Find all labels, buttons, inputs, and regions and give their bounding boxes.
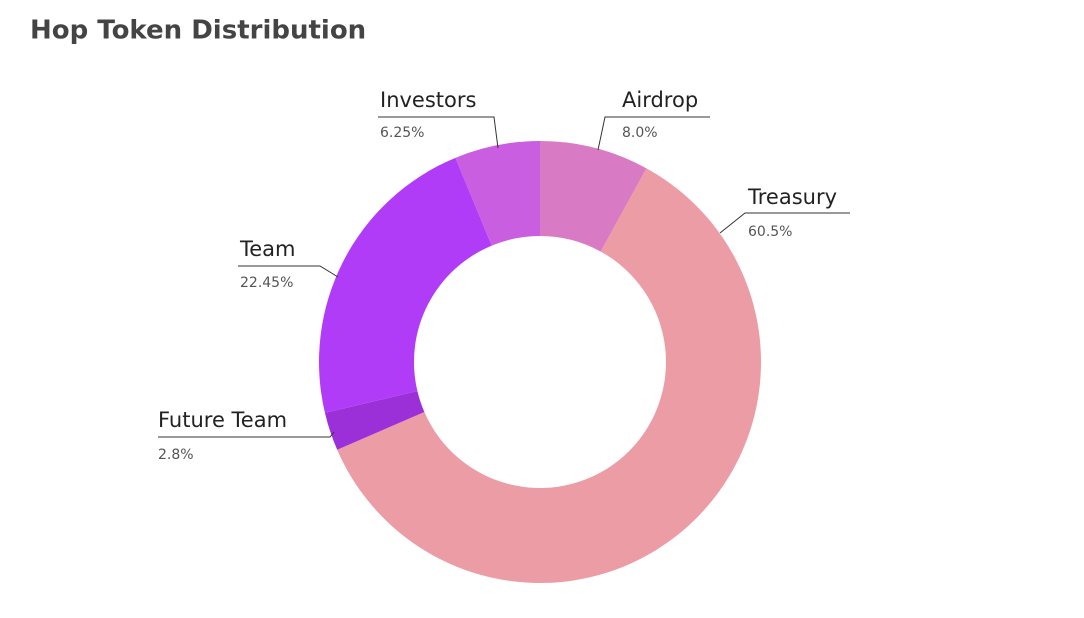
donut-slice bbox=[455, 141, 540, 246]
donut-slice bbox=[324, 391, 425, 450]
leader-line bbox=[719, 212, 850, 234]
chart-title: Hop Token Distribution bbox=[30, 16, 366, 46]
value-label: 8.0% bbox=[622, 125, 658, 141]
value-label: 22.45% bbox=[240, 275, 293, 291]
slice-label: Airdrop bbox=[622, 88, 698, 112]
slice-label: Team bbox=[239, 237, 296, 261]
leader-line bbox=[238, 265, 339, 278]
leader-line bbox=[378, 116, 499, 149]
slice-label: Treasury bbox=[747, 185, 837, 209]
leader-line bbox=[597, 116, 710, 151]
value-label: 6.25% bbox=[380, 125, 424, 141]
donut-slice bbox=[540, 141, 647, 252]
value-label: 60.5% bbox=[748, 224, 792, 240]
donut-slice bbox=[337, 168, 761, 583]
slice-label: Investors bbox=[380, 88, 476, 112]
donut-slice bbox=[319, 157, 492, 413]
leader-line bbox=[158, 431, 335, 438]
value-label: 2.8% bbox=[158, 447, 194, 463]
slice-label: Future Team bbox=[158, 408, 287, 432]
